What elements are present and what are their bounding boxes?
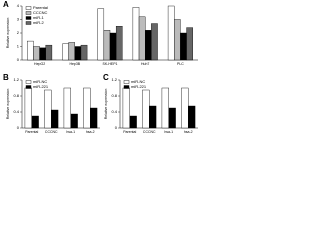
bar: [149, 105, 157, 129]
bar: [33, 46, 40, 61]
bar: [90, 107, 98, 129]
bar: [103, 30, 111, 61]
legend-swatch: [25, 21, 32, 25]
bar: [74, 46, 82, 61]
x-tick-label: hsa-2: [184, 130, 193, 134]
y-tick-label: 1.2: [13, 77, 19, 82]
bar: [180, 32, 187, 61]
bar: [45, 44, 53, 61]
legend-label: Parental: [33, 5, 48, 10]
bar: [129, 115, 137, 129]
legend-label: miR-1: [33, 15, 44, 20]
panel-label: B: [3, 73, 9, 82]
x-tick-label: Parental: [25, 130, 38, 134]
legend-label: miR-221: [131, 84, 147, 89]
y-tick-label: 3: [17, 17, 20, 22]
y-tick-label: 0: [115, 125, 118, 130]
bar: [142, 89, 150, 129]
bar: [70, 113, 78, 129]
x-tick-label: hsa-1: [164, 130, 173, 134]
legend-swatch: [25, 85, 32, 89]
bar: [138, 16, 146, 61]
figure: A Relative expression 0 1 2 3 4 HepG2 Hep3B SK-HE…: [3, 0, 198, 134]
x-tick-label: hsa-1: [66, 130, 75, 134]
bar: [27, 40, 34, 61]
y-tick-label: 0.8: [111, 93, 117, 98]
y-axis-label: Relative expression: [104, 89, 108, 120]
x-tick-label: Parental: [123, 130, 136, 134]
legend-label: miR-NC: [33, 79, 47, 84]
y-tick-label: 4: [17, 3, 20, 8]
y-tick-label: 1: [17, 44, 20, 49]
legend-label: miR-NC: [131, 79, 145, 84]
bar: [186, 27, 193, 61]
x-tick-label: PLC: [177, 62, 184, 66]
panel-label: A: [3, 0, 9, 9]
bar: [115, 26, 123, 61]
legend-label: miR-2: [33, 20, 44, 25]
legend-swatch: [123, 80, 130, 84]
legend-swatch: [25, 80, 32, 84]
bar: [63, 87, 71, 129]
bar: [168, 107, 176, 129]
bar: [132, 7, 140, 61]
y-axis-label: Relative expression: [6, 89, 10, 120]
x-tick-label: CCCNC: [143, 130, 156, 134]
x-tick-label: Huh7: [141, 62, 149, 66]
bar: [161, 87, 169, 129]
bar: [188, 105, 196, 129]
panel-label: C: [103, 73, 109, 82]
bar: [62, 43, 69, 61]
y-tick-label: 0.4: [13, 109, 19, 114]
legend-label: miR-221: [33, 84, 49, 89]
legend-swatch: [25, 11, 32, 15]
x-tick-label: Hep3B: [69, 62, 80, 66]
legend-swatch: [123, 85, 130, 89]
bar: [83, 87, 91, 129]
bar: [181, 87, 189, 129]
bar: [51, 109, 59, 129]
bar: [31, 115, 39, 129]
bar: [144, 30, 152, 61]
bar: [174, 19, 181, 61]
y-tick-label: 0: [17, 57, 20, 62]
bar: [80, 44, 88, 61]
bar: [68, 42, 75, 61]
y-tick-label: 2: [17, 30, 20, 35]
bar: [39, 47, 46, 61]
x-tick-label: CCCNC: [45, 130, 58, 134]
y-tick-label: 0.8: [13, 93, 19, 98]
bar: [109, 32, 117, 61]
bar: [97, 8, 105, 61]
legend-swatch: [25, 16, 32, 20]
x-tick-label: hsa-2: [86, 130, 95, 134]
bar: [151, 23, 158, 61]
x-tick-label: SK-HEP1: [103, 62, 118, 66]
bar: [44, 89, 52, 129]
legend-label: CCCNC: [33, 10, 48, 15]
y-axis-label: Relative expression: [6, 18, 10, 49]
x-tick-label: HepG2: [34, 62, 45, 66]
bar: [122, 87, 130, 129]
y-tick-label: 1.2: [111, 77, 117, 82]
y-tick-label: 0.4: [111, 109, 117, 114]
y-tick-label: 0: [17, 125, 20, 130]
bar: [167, 5, 175, 61]
legend-swatch: [25, 6, 32, 10]
bar: [24, 87, 32, 129]
